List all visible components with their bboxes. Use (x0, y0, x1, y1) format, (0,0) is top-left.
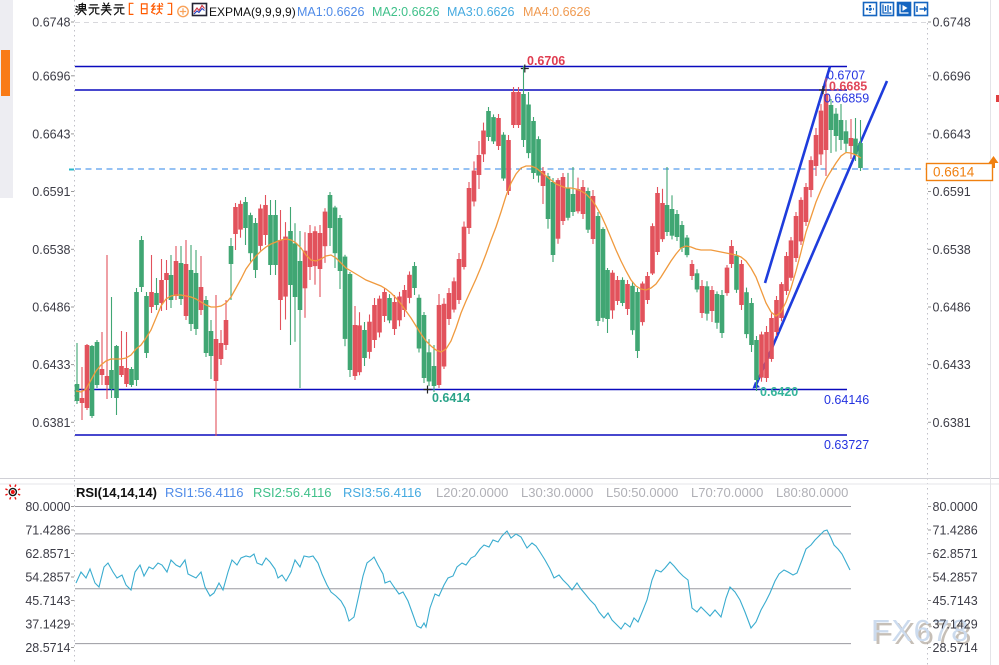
svg-text:0.6433: 0.6433 (32, 358, 70, 372)
svg-text:0.6538: 0.6538 (32, 243, 70, 257)
svg-text:0.64146: 0.64146 (824, 393, 869, 407)
svg-text:0.6685: 0.6685 (829, 80, 867, 94)
svg-text:FX678: FX678 (871, 613, 970, 648)
svg-text:0.6420: 0.6420 (760, 385, 798, 399)
svg-text:0.6643: 0.6643 (32, 127, 70, 141)
svg-text:RSI1:56.4116: RSI1:56.4116 (165, 485, 244, 500)
svg-text:MA2:0.6626: MA2:0.6626 (372, 5, 439, 19)
svg-text:80.0000: 80.0000 (25, 500, 70, 514)
svg-text:54.2857: 54.2857 (933, 571, 978, 585)
svg-text:80.0000: 80.0000 (933, 500, 978, 514)
svg-text:71.4286: 71.4286 (933, 524, 978, 538)
svg-text:MA4:0.6626: MA4:0.6626 (523, 5, 590, 19)
svg-text:0.6643: 0.6643 (933, 127, 971, 141)
svg-text:37.1429: 37.1429 (25, 618, 70, 632)
svg-text:0.6486: 0.6486 (32, 301, 70, 315)
svg-text:0.6591: 0.6591 (32, 185, 70, 199)
svg-text:RSI3:56.4116: RSI3:56.4116 (343, 485, 422, 500)
svg-text:54.2857: 54.2857 (25, 571, 70, 585)
svg-text:37.1429: 37.1429 (933, 618, 978, 632)
svg-text:0.6696: 0.6696 (933, 69, 971, 83)
svg-text:L20:20.0000: L20:20.0000 (436, 485, 508, 500)
svg-text:0.6381: 0.6381 (933, 416, 971, 430)
svg-text:45.7143: 45.7143 (933, 594, 978, 608)
svg-text:MA3:0.6626: MA3:0.6626 (447, 5, 514, 19)
svg-text:L50:50.0000: L50:50.0000 (606, 485, 678, 500)
svg-text:0.6433: 0.6433 (933, 358, 971, 372)
svg-text:L80:80.0000: L80:80.0000 (776, 485, 848, 500)
svg-text:0.6706: 0.6706 (527, 54, 565, 68)
svg-text:62.8571: 62.8571 (933, 547, 978, 561)
svg-text:0.63727: 0.63727 (824, 438, 869, 452)
svg-text:RSI(14,14,14): RSI(14,14,14) (76, 485, 157, 500)
svg-text:0.6591: 0.6591 (933, 185, 971, 199)
svg-text:EXPMA(9,9,9,9): EXPMA(9,9,9,9) (209, 5, 296, 19)
svg-text:L70:70.0000: L70:70.0000 (691, 485, 763, 500)
svg-text:0.6748: 0.6748 (933, 16, 971, 30)
svg-text:0.6707: 0.6707 (827, 69, 865, 83)
svg-text:0.6381: 0.6381 (32, 416, 70, 430)
svg-text:RSI2:56.4116: RSI2:56.4116 (253, 485, 332, 500)
svg-text:62.8571: 62.8571 (25, 547, 70, 561)
svg-text:0.6486: 0.6486 (933, 301, 971, 315)
svg-text:MA1:0.6626: MA1:0.6626 (297, 5, 364, 19)
svg-text:0.66859: 0.66859 (824, 92, 869, 106)
svg-text:0.6696: 0.6696 (32, 69, 70, 83)
svg-text:0.6414: 0.6414 (432, 391, 470, 405)
svg-text:0.6748: 0.6748 (32, 16, 70, 30)
svg-text:28.5714: 28.5714 (25, 641, 70, 655)
svg-text:45.7143: 45.7143 (25, 594, 70, 608)
svg-text:28.5714: 28.5714 (933, 641, 978, 655)
svg-text:0.6614: 0.6614 (933, 165, 975, 180)
svg-text:L30:30.0000: L30:30.0000 (521, 485, 593, 500)
svg-text:71.4286: 71.4286 (25, 524, 70, 538)
svg-text:0.6538: 0.6538 (933, 243, 971, 257)
